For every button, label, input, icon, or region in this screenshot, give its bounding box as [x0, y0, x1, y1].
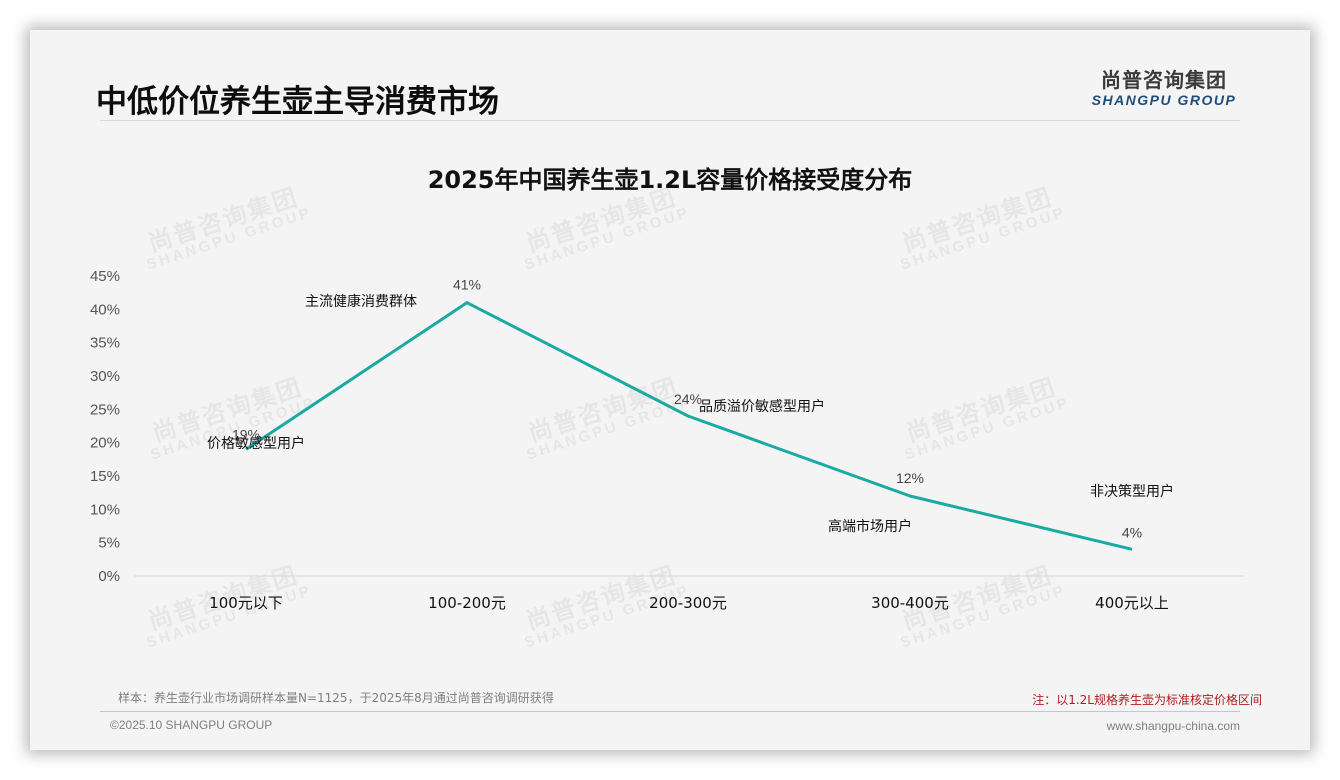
data-label: 12%: [896, 470, 924, 486]
footnote: 注：以1.2L规格养生壶为标准核定价格区间: [1032, 693, 1262, 707]
logo-chinese-text: 尚普咨询集团: [1101, 68, 1227, 92]
slide: 尚普咨询集团 SHANGPU GROUP 尚普咨询集团 SHANGPU GROUP …: [30, 30, 1310, 750]
line-chart: 0% 5% 10% 15% 20% 25% 30% 35% 40% 45% 100元以下 100-2…: [90, 268, 1244, 612]
y-tick-label: 45%: [90, 268, 120, 285]
segment-annotation: 品质溢价敏感型用户: [699, 398, 825, 415]
y-tick-label: 25%: [90, 401, 120, 418]
segment-annotation: 价格敏感型用户: [207, 435, 305, 452]
page-title: 中低价位养生壶主导消费市场: [96, 84, 499, 120]
chart-title: 2025年中国养生壶1.2L容量价格接受度分布: [427, 166, 913, 194]
x-tick-label: 300-400元: [871, 594, 949, 612]
y-tick-label: 10%: [90, 501, 120, 518]
source-note: 样本：养生壶行业市场调研样本量N=1125，于2025年8月通过尚普咨询调研获得: [118, 691, 554, 705]
title-divider: [100, 120, 1240, 121]
x-tick-label: 100元以下: [209, 594, 283, 612]
brand-logo: 尚普咨询集团 SHANGPU GROUP: [1088, 64, 1240, 108]
x-tick-label: 100-200元: [428, 594, 506, 612]
data-label: 19%: [232, 426, 260, 442]
y-tick-label: 0%: [98, 568, 120, 585]
footer-divider: [100, 711, 1240, 712]
data-label: 4%: [1122, 524, 1142, 540]
y-tick-label: 20%: [90, 435, 120, 452]
x-tick-label: 200-300元: [649, 594, 727, 612]
website-link[interactable]: www.shangpu-china.com: [1106, 719, 1240, 733]
data-label: 24%: [674, 391, 702, 407]
segment-annotation: 高端市场用户: [828, 518, 912, 535]
data-label: 41%: [453, 277, 481, 293]
copyright: ©2025.10 SHANGPU GROUP: [110, 718, 273, 732]
series-line: [245, 301, 1133, 551]
logo-english-text: SHANGPU GROUP: [1091, 92, 1237, 108]
x-axis: 100元以下 100-200元 200-300元 300-400元 400元以上: [209, 594, 1169, 612]
y-axis: 0% 5% 10% 15% 20% 25% 30% 35% 40% 45%: [90, 268, 120, 585]
y-tick-label: 15%: [90, 468, 120, 485]
y-tick-label: 5%: [98, 535, 120, 552]
x-tick-label: 400元以上: [1095, 594, 1169, 612]
y-tick-label: 35%: [90, 335, 120, 352]
y-tick-label: 40%: [90, 301, 120, 318]
segment-annotation: 非决策型用户: [1090, 483, 1174, 500]
segment-annotation: 主流健康消费群体: [305, 293, 417, 310]
data-labels: 19% 41% 24% 12% 4%: [232, 277, 1142, 541]
y-tick-label: 30%: [90, 368, 120, 385]
